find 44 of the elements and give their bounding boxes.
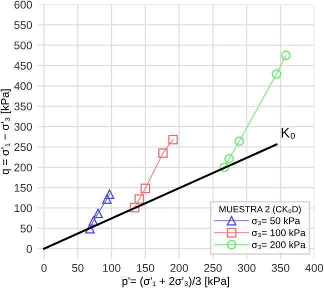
x-tick-label: 150	[136, 264, 154, 272]
x-tick-label: 50	[72, 264, 84, 272]
point	[281, 50, 291, 60]
annotation: K₀	[282, 128, 295, 139]
y-tick-label: 100	[14, 204, 32, 212]
point	[85, 224, 95, 234]
point	[102, 194, 112, 204]
y-tick-label: 550	[14, 21, 32, 29]
y-tick-label: 350	[14, 102, 32, 110]
point	[140, 184, 150, 194]
point	[168, 134, 178, 144]
y-axis-title: q = σ'₁ − σ'₃ [kPa]	[0, 89, 12, 174]
point	[158, 148, 168, 158]
x-tick-label: 100	[103, 264, 120, 272]
legend-label: σ₃= 50 kPa	[252, 217, 300, 226]
y-tick-label: 600	[14, 0, 32, 9]
point	[272, 69, 282, 79]
y-tick-label: 500	[14, 41, 32, 50]
point	[88, 216, 98, 226]
point	[224, 154, 234, 164]
y-tick-label: 300	[14, 122, 32, 131]
x-tick-label: 0	[41, 264, 47, 272]
point	[234, 136, 244, 146]
x-tick-label: 400	[305, 264, 324, 272]
point	[134, 194, 144, 204]
x-tick-label: 300	[238, 264, 256, 272]
legend-label: σ₃= 100 kPa	[252, 229, 306, 237]
legend-title: MUESTRA 2 (CK₀D)	[220, 206, 301, 214]
y-tick-label: 0	[26, 244, 32, 253]
y-tick-label: 200	[14, 164, 32, 172]
legend-label: σ₃= 200 kPa	[252, 241, 306, 249]
point	[220, 162, 230, 172]
y-tick-label: 250	[14, 143, 32, 152]
x-tick-label: 250	[204, 264, 222, 272]
x-axis-title: p'= (σ'₁ + 2σ'₃)/3 [kPa]	[122, 276, 229, 288]
point	[104, 189, 114, 199]
point	[130, 202, 140, 212]
x-tick-label: 200	[170, 264, 188, 272]
y-tick-label: 150	[14, 184, 32, 192]
y-tick-label: 50	[20, 224, 32, 232]
x-tick-label: 350	[272, 264, 290, 272]
y-tick-label: 450	[14, 62, 32, 70]
y-tick-label: 400	[14, 82, 32, 90]
point	[93, 208, 103, 218]
